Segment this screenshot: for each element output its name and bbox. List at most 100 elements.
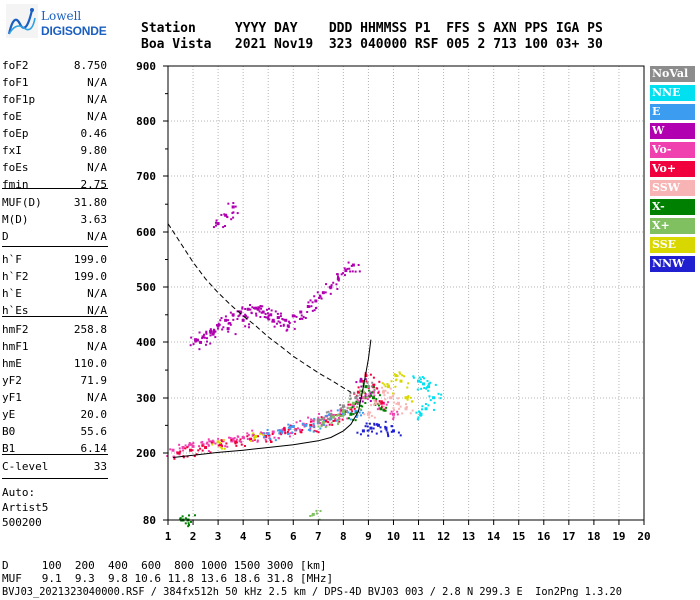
data-point-cluster <box>253 438 256 441</box>
data-point-cluster <box>317 425 320 428</box>
data-point-cluster <box>267 317 270 320</box>
data-point-sse <box>216 440 220 444</box>
data-point-cluster <box>359 377 362 380</box>
data-point-w <box>359 379 363 383</box>
data-point-cluster <box>349 391 352 394</box>
data-point-cluster <box>397 397 400 400</box>
data-point-cluster <box>287 320 290 323</box>
data-point-cluster <box>219 441 222 444</box>
data-point-cluster <box>226 445 229 448</box>
data-point-cluster <box>187 445 190 448</box>
data-point-w <box>344 269 348 273</box>
legend-item-sse: SSE <box>650 237 695 253</box>
data-point-vo <box>379 401 383 405</box>
data-point-cluster <box>420 387 423 390</box>
data-point-cluster <box>317 416 320 419</box>
data-point-e <box>266 432 270 436</box>
data-point-cluster <box>366 425 369 428</box>
data-point-cluster <box>184 522 187 525</box>
data-point-cluster <box>309 425 312 428</box>
data-point-cluster <box>358 397 361 400</box>
data-point-cluster <box>258 306 261 309</box>
data-point-w <box>271 318 275 322</box>
data-point-cluster <box>246 316 249 319</box>
data-point-cluster <box>244 307 247 310</box>
data-point-cluster <box>291 431 294 434</box>
data-point-cluster <box>386 431 389 434</box>
data-point-cluster <box>315 430 318 433</box>
data-point-cluster <box>392 407 395 410</box>
data-point-cluster <box>329 287 332 290</box>
data-point-cluster <box>381 386 384 389</box>
data-point-cluster <box>223 213 226 216</box>
data-point-cluster <box>180 519 183 522</box>
data-point-cluster <box>220 444 223 447</box>
data-point-cluster <box>217 437 220 440</box>
data-point-cluster <box>288 435 291 438</box>
data-point-cluster <box>385 406 388 409</box>
data-point-cluster <box>187 525 190 528</box>
data-point-cluster <box>220 213 223 216</box>
data-point-cluster <box>311 301 314 304</box>
data-point-cluster <box>240 443 243 446</box>
data-point-cluster <box>166 455 169 458</box>
data-point-vo <box>331 413 335 417</box>
data-point-cluster <box>401 374 404 377</box>
data-point-cluster <box>298 318 301 321</box>
data-point-cluster <box>394 385 397 388</box>
data-point-cluster <box>368 395 371 398</box>
data-point-cluster <box>221 328 224 331</box>
data-point-w <box>194 338 198 342</box>
data-point-cluster <box>385 403 388 406</box>
data-point-cluster <box>244 313 247 316</box>
data-point-cluster <box>261 305 264 308</box>
data-point-cluster <box>270 309 273 312</box>
data-point-cluster <box>369 400 372 403</box>
param-row-foes: foEs N/A <box>2 161 107 175</box>
param-row-fof1: foF1 N/A <box>2 76 107 90</box>
data-point-cluster <box>277 320 280 323</box>
data-point-vo <box>391 412 395 416</box>
data-point-cluster <box>315 509 318 512</box>
param-name: B0 <box>2 425 16 438</box>
data-point-cluster <box>227 202 230 205</box>
legend-item-nnw: NNW <box>650 256 695 272</box>
data-point-cluster <box>349 418 352 421</box>
data-point-cluster <box>434 383 437 386</box>
data-point-x <box>379 407 383 411</box>
data-point-cluster <box>223 447 226 450</box>
data-point-cluster <box>340 415 343 418</box>
data-point-cluster <box>214 224 217 227</box>
data-point-cluster <box>229 323 232 326</box>
data-point-cluster <box>386 382 389 385</box>
data-point-cluster <box>339 409 342 412</box>
data-point-cluster <box>287 432 290 435</box>
data-point-cluster <box>181 515 184 518</box>
data-point-w <box>211 332 215 336</box>
data-point-cluster <box>331 423 334 426</box>
param-name: yE <box>2 408 16 421</box>
data-point-cluster <box>409 412 412 415</box>
x-tick-label: 17 <box>562 530 575 543</box>
data-point-w <box>299 310 303 314</box>
data-point-cluster <box>439 397 442 400</box>
data-point-cluster <box>241 306 244 309</box>
data-point-cluster <box>295 421 298 424</box>
data-point-cluster <box>395 402 398 405</box>
data-point-cluster <box>370 414 373 417</box>
data-point-cluster <box>328 423 331 426</box>
data-point-cluster <box>294 429 297 432</box>
data-point-cluster <box>235 438 238 441</box>
data-point-cluster <box>396 374 399 377</box>
data-point-w <box>306 304 310 308</box>
data-point-cluster <box>341 405 344 408</box>
data-point-cluster <box>246 435 249 438</box>
data-point-cluster <box>207 438 210 441</box>
data-point-w <box>269 313 273 317</box>
data-point-cluster <box>339 412 342 415</box>
data-point-cluster <box>373 403 376 406</box>
x-tick-label: 14 <box>487 530 501 543</box>
data-point-cluster <box>338 420 341 423</box>
data-point-cluster <box>312 423 315 426</box>
data-point-cluster <box>257 306 260 309</box>
